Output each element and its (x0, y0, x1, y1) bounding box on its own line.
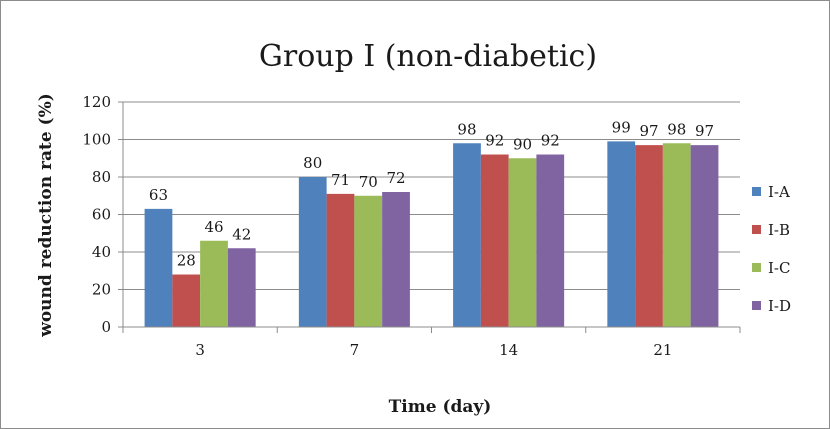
legend-swatch-i-d (752, 301, 761, 310)
bar-i-a-day-7 (298, 177, 327, 327)
legend-swatch-i-c (752, 263, 761, 272)
data-label: 92 (541, 132, 560, 150)
bar-i-d-day-3 (227, 248, 256, 327)
bar-i-b-day-14 (480, 154, 509, 327)
legend-label-i-b: I-B (768, 221, 790, 239)
data-label: 46 (204, 218, 223, 236)
data-label: 72 (386, 169, 405, 187)
data-label: 98 (457, 120, 476, 138)
x-tick-label: 14 (499, 341, 518, 359)
bar-i-b-day-3 (172, 274, 201, 327)
x-tick-label: 3 (195, 341, 205, 359)
bar-i-c-day-3 (200, 240, 228, 327)
data-label: 97 (695, 122, 714, 140)
legend-label-i-a: I-A (768, 183, 790, 201)
x-tick-label: 7 (350, 341, 360, 359)
bar-i-c-day-7 (354, 195, 383, 327)
bar-i-a-day-14 (453, 143, 481, 327)
bar-i-a-day-3 (144, 208, 173, 327)
legend-swatch-i-a (752, 187, 761, 196)
bars (144, 141, 719, 327)
bar-i-d-day-14 (536, 154, 565, 327)
data-label: 28 (177, 252, 196, 270)
legend-label-i-c: I-C (768, 259, 790, 277)
y-tick-label: 80 (92, 168, 111, 186)
bar-i-c-day-21 (662, 143, 691, 327)
x-axis-ticks: 3 7 14 21 (122, 327, 741, 359)
bar-i-d-day-21 (690, 145, 719, 327)
bar-i-d-day-7 (382, 192, 410, 327)
y-tick-label: 120 (82, 93, 111, 111)
data-label: 63 (149, 186, 168, 204)
data-labels: 63 28 46 42 80 71 70 72 98 92 90 92 99 97 98 97 (149, 118, 714, 269)
y-tick-label: 40 (92, 243, 111, 261)
bar-i-c-day-14 (508, 158, 537, 327)
x-axis-label: Time (day) (389, 397, 492, 417)
data-label: 70 (359, 173, 378, 191)
y-axis-ticks: 0 20 40 60 80 100 120 (82, 93, 123, 336)
y-axis-label: wound reduction rate (%) (36, 93, 56, 338)
bar-i-b-day-21 (635, 145, 663, 327)
data-label: 99 (612, 118, 631, 136)
data-label: 71 (331, 171, 350, 189)
y-tick-label: 20 (92, 281, 111, 299)
y-tick-label: 60 (92, 206, 111, 224)
bar-i-b-day-7 (326, 193, 355, 327)
legend-label-i-d: I-D (768, 297, 791, 315)
y-tick-label: 0 (101, 318, 111, 336)
bar-i-a-day-21 (607, 141, 636, 327)
legend-swatch-i-b (752, 225, 761, 234)
data-label: 90 (513, 135, 532, 153)
y-tick-label: 100 (82, 131, 111, 149)
data-label: 42 (232, 225, 251, 243)
data-label: 98 (667, 120, 686, 138)
x-tick-label: 21 (653, 341, 672, 359)
data-label: 97 (639, 122, 658, 140)
data-label: 80 (303, 154, 322, 172)
data-label: 92 (485, 132, 504, 150)
chart-title: Group I (non-diabetic) (259, 39, 597, 74)
legend: I-A I-B I-C I-D (752, 183, 791, 315)
